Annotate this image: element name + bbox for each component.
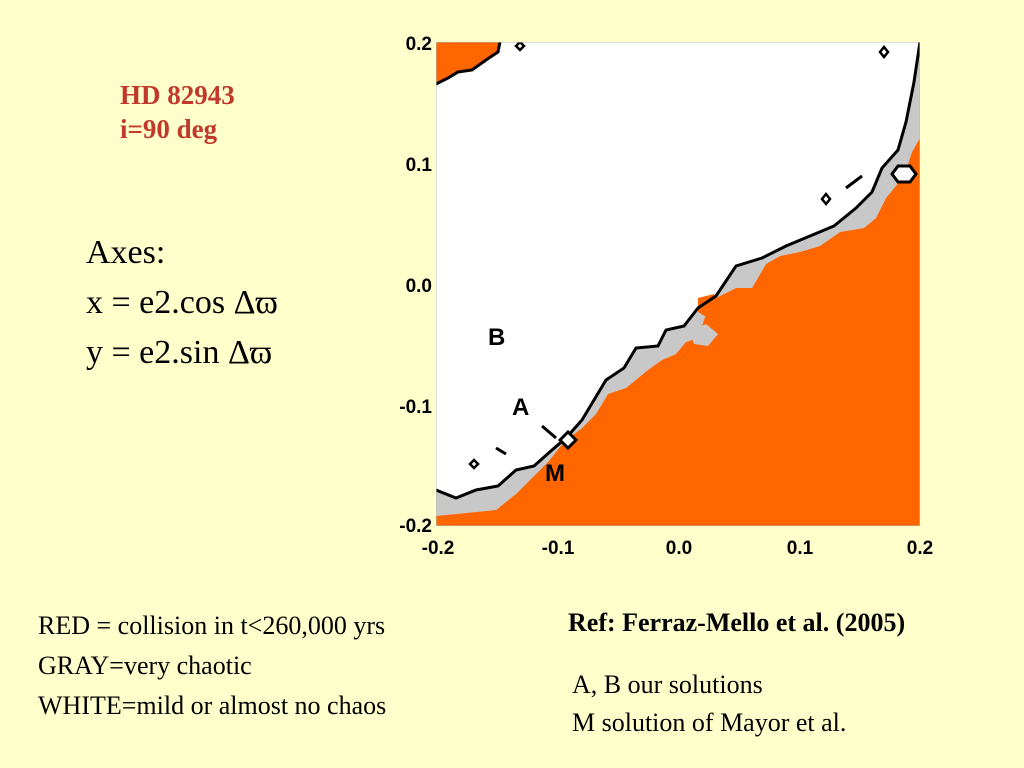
island-dash-2 — [541, 424, 557, 440]
collision-corner-region — [436, 42, 500, 84]
corner-border — [436, 42, 502, 86]
point-label-M: M — [545, 460, 565, 487]
island-dash-3 — [495, 446, 507, 456]
island-dot-4 — [468, 458, 480, 470]
island-dot-3 — [514, 42, 526, 52]
point-label-A: A — [512, 394, 530, 421]
x-tick-label: -0.2 — [421, 538, 455, 559]
solutions-ab: A, B our solutions — [572, 670, 763, 699]
y-tick-label: 0.1 — [405, 155, 432, 176]
x-axis-definition: x = e2.cos Δϖ — [86, 284, 278, 321]
x-tick-label: 0.1 — [786, 538, 814, 559]
y-tick-label: 0.0 — [405, 276, 432, 297]
island-dash-1 — [845, 174, 863, 190]
legend-red: RED = collision in t<260,000 yrs — [38, 611, 386, 640]
x-tick-label: 0.2 — [906, 538, 934, 559]
x-tick-label: 0.0 — [665, 538, 693, 559]
axes-description: Axes: x = e2.cos Δϖ y = e2.sin Δϖ — [86, 228, 278, 378]
legend-white: WHITE=mild or almost no chaos — [38, 691, 387, 720]
solutions-note: A, B our solutions M solution of Mayor e… — [572, 666, 846, 742]
x-tick-label: -0.1 — [541, 538, 575, 559]
color-legend: RED = collision in t<260,000 yrs GRAY=ve… — [38, 606, 386, 726]
legend-gray: GRAY=very chaotic — [38, 651, 252, 680]
chart-title: HD 82943 i=90 deg — [120, 78, 235, 146]
point-label-B: B — [488, 324, 506, 351]
solutions-m: M solution of Mayor et al. — [572, 708, 847, 737]
island-dot-1 — [820, 191, 832, 207]
reference-citation: Ref: Ferraz-Mello et al. (2005) — [568, 608, 906, 637]
y-tick-label: -0.1 — [399, 397, 432, 418]
title-star-name: HD 82943 — [120, 80, 235, 110]
chaotic-patch — [698, 294, 720, 318]
chaotic-patch-2 — [690, 324, 718, 346]
title-inclination: i=90 deg — [120, 114, 218, 144]
island-right — [890, 164, 918, 184]
y-axis-definition: y = e2.sin Δϖ — [86, 334, 273, 371]
island-dot-2 — [878, 44, 890, 60]
collision-region — [436, 138, 920, 526]
stability-map — [436, 42, 920, 526]
y-tick-label: -0.2 — [399, 516, 432, 537]
stability-boundary — [436, 42, 920, 500]
y-tick-label: 0.2 — [405, 34, 432, 55]
axes-heading: Axes: — [86, 234, 166, 271]
island-M — [557, 429, 579, 451]
